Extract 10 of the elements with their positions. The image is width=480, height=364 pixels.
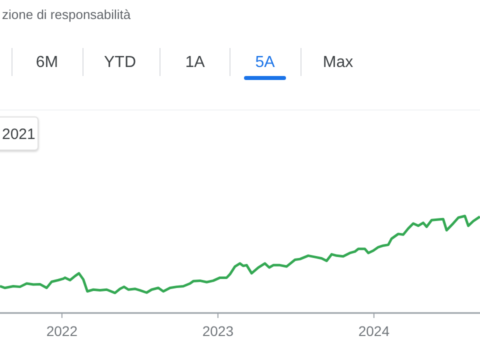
text: 1A: [185, 54, 206, 71]
x-tick-label: 2024: [358, 323, 390, 339]
text: Max: [322, 54, 354, 71]
text: 2021: [2, 126, 36, 143]
x-tick-label: 2023: [202, 323, 234, 339]
text: 6M: [36, 54, 58, 71]
text: YTD: [104, 54, 136, 71]
text: 5A: [255, 54, 276, 71]
text: zione di responsabilità: [2, 7, 132, 22]
x-tick-label: 2022: [46, 323, 78, 339]
